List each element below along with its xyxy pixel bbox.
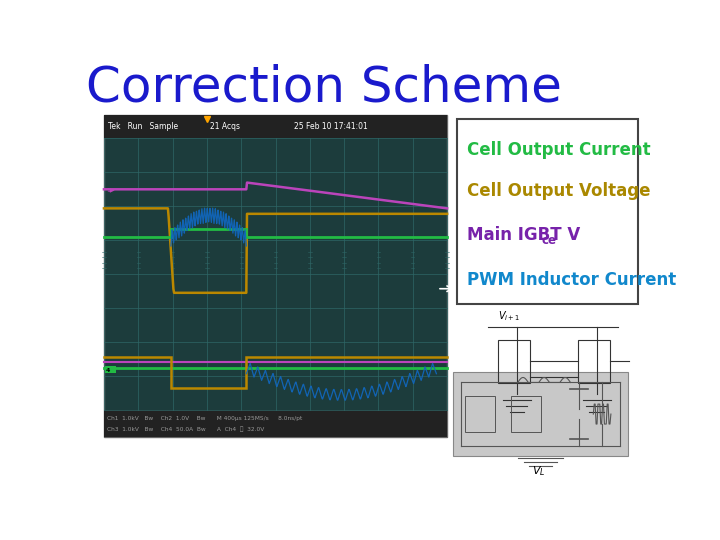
Text: 1▶: 1▶ (106, 187, 114, 192)
Text: Ch1  1.0kV   Bw    Ch2  1.0V    Bw      M 400μs 125MS/s     8.0ns/pt: Ch1 1.0kV Bw Ch2 1.0V Bw M 400μs 125MS/s… (107, 416, 302, 421)
Text: Correction Scheme: Correction Scheme (86, 64, 562, 112)
Text: $V_{i+1}$: $V_{i+1}$ (498, 309, 521, 323)
Text: 21 Acqs: 21 Acqs (210, 122, 240, 131)
Text: ce: ce (542, 234, 557, 247)
FancyBboxPatch shape (104, 410, 447, 437)
Text: Cell Output Voltage: Cell Output Voltage (467, 182, 650, 200)
FancyBboxPatch shape (104, 114, 447, 437)
FancyBboxPatch shape (456, 119, 638, 304)
Text: $V_L$: $V_L$ (532, 464, 545, 478)
Text: 4: 4 (106, 368, 111, 374)
Text: Ch3  1.0kV   Bw    Ch4  50.0A  Bw      A  Ch4  ⨽  32.0V: Ch3 1.0kV Bw Ch4 50.0A Bw A Ch4 ⨽ 32.0V (107, 427, 264, 432)
FancyBboxPatch shape (453, 373, 629, 456)
Text: Cell Output Current: Cell Output Current (467, 141, 650, 159)
Text: Main IGBT V: Main IGBT V (467, 226, 580, 245)
FancyBboxPatch shape (104, 114, 447, 138)
FancyBboxPatch shape (104, 366, 116, 373)
Text: PWM Inductor Current: PWM Inductor Current (467, 271, 676, 289)
Text: 25 Feb 10 17:41:01: 25 Feb 10 17:41:01 (294, 122, 367, 131)
Text: Tek   Run   Sample: Tek Run Sample (109, 122, 179, 131)
